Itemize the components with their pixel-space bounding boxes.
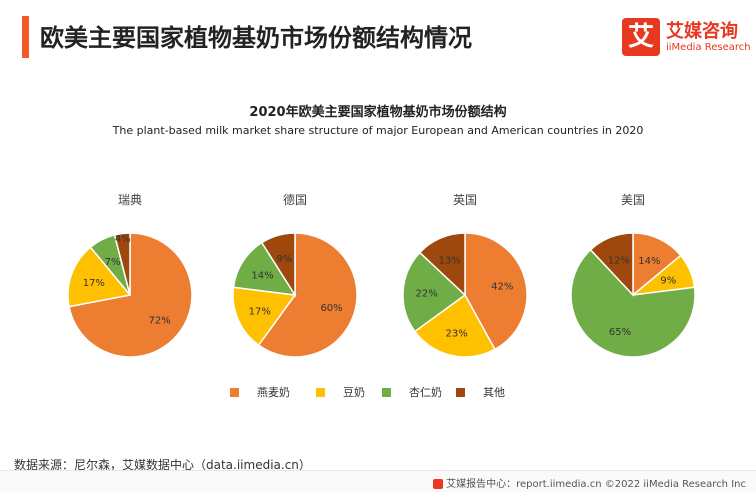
page-title: 欧美主要国家植物基奶市场份额结构情况 xyxy=(40,24,472,52)
pie-charts: 72%17%7%4%瑞典60%17%14%9%德国42%23%22%13%英国1… xyxy=(67,192,696,358)
legend-item: 燕麦奶 xyxy=(230,384,290,400)
pie-slice-瑞典-豆奶 xyxy=(67,246,132,308)
chart-legend: 燕麦奶 豆奶 杏仁奶 其他 xyxy=(230,384,530,400)
legend-swatch xyxy=(230,387,239,397)
pie-slice-瑞典-其他 xyxy=(113,232,131,296)
pie-slice-美国-杏仁奶 xyxy=(570,248,696,358)
data-label: 12% xyxy=(608,255,630,266)
pie-title: 美国 xyxy=(621,193,645,207)
legend-label: 豆奶 xyxy=(343,386,365,399)
logo-mark-icon: 艾 xyxy=(622,18,660,56)
chart-title: 2020年欧美主要国家植物基奶市场份额结构 xyxy=(249,105,507,120)
data-label: 9% xyxy=(660,276,676,287)
data-label: 17% xyxy=(83,278,105,289)
pie-title: 英国 xyxy=(453,193,477,207)
logo-name-cn: 艾媒咨询 xyxy=(666,21,738,42)
pie-slice-英国-其他 xyxy=(418,232,466,297)
pie-slice-英国-杏仁奶 xyxy=(402,251,467,333)
footer-text-wrap: 艾媒报告中心：report.iimedia.cn ©2022 iiMedia R… xyxy=(433,475,746,490)
pie-slice-德国-杏仁奶 xyxy=(232,241,297,296)
data-source-note: 数据来源：尼尔森，艾媒数据中心（data.iimedia.cn） xyxy=(14,458,311,472)
pie-slice-德国-燕麦奶 xyxy=(257,232,358,358)
legend-label: 燕麦奶 xyxy=(257,386,290,399)
footer-bar: 艾媒报告中心：report.iimedia.cn ©2022 iiMedia R… xyxy=(0,470,756,492)
legend-swatch xyxy=(456,387,465,397)
data-label: 14% xyxy=(638,256,660,267)
data-label: 23% xyxy=(445,329,467,340)
legend-label: 杏仁奶 xyxy=(409,386,442,399)
legend-swatch xyxy=(316,387,325,397)
pie-slice-英国-豆奶 xyxy=(413,293,496,358)
pie-slice-德国-豆奶 xyxy=(232,286,297,347)
legend-item: 豆奶 xyxy=(316,384,365,400)
data-label: 60% xyxy=(320,303,342,314)
iimedia-logo: 艾 艾媒咨询 iiMedia Research xyxy=(622,14,751,60)
legend-label: 其他 xyxy=(483,386,505,399)
legend-item: 杏仁奶 xyxy=(382,384,442,400)
data-label: 72% xyxy=(149,316,171,327)
pie-slice-英国-燕麦奶 xyxy=(464,232,528,351)
data-label: 22% xyxy=(416,289,438,300)
pie-title: 瑞典 xyxy=(118,193,142,207)
data-label: 4% xyxy=(115,234,131,245)
legend-item: 其他 xyxy=(456,384,505,400)
pie-slice-德国-其他 xyxy=(260,232,296,298)
data-label: 7% xyxy=(105,257,121,268)
pie-slice-美国-其他 xyxy=(589,232,634,297)
pie-title: 德国 xyxy=(283,192,307,207)
data-label: 17% xyxy=(249,306,271,317)
logo-name-en: iiMedia Research xyxy=(666,42,751,53)
report-center-icon xyxy=(433,479,444,489)
data-label: 65% xyxy=(609,327,631,338)
data-label: 14% xyxy=(251,270,273,281)
data-label: 13% xyxy=(439,256,461,267)
chart-subtitle: The plant-based milk market share struct… xyxy=(112,124,644,137)
pie-slice-美国-燕麦奶 xyxy=(632,232,682,297)
legend-swatch xyxy=(382,387,391,397)
data-label: 42% xyxy=(491,281,513,292)
footer-text: 艾媒报告中心：report.iimedia.cn ©2022 iiMedia R… xyxy=(446,479,746,490)
data-label: 9% xyxy=(276,254,292,265)
title-accent-bar xyxy=(22,16,29,58)
